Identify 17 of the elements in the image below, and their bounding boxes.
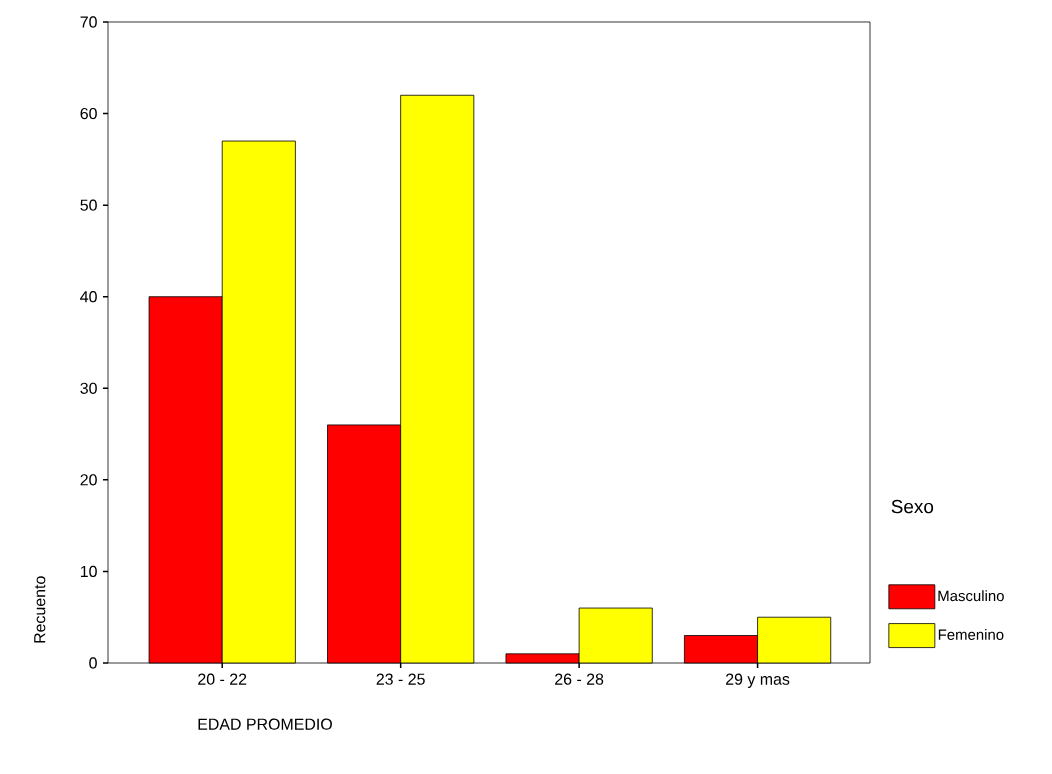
y-tick-label: 30: [80, 382, 97, 394]
y-tick-label: 50: [80, 199, 97, 211]
x-tick-label: 29 y mas: [726, 673, 790, 688]
y-tick-label: 60: [80, 107, 97, 120]
legend-title: Sexo: [891, 499, 934, 514]
y-axis-title: Recuento: [34, 576, 46, 643]
y-tick-label: 10: [80, 565, 97, 578]
legend-label: Femenino: [938, 628, 1004, 640]
y-tick-label: 0: [89, 657, 97, 669]
y-tick-label: 40: [80, 291, 97, 303]
legend-label: Masculino: [938, 590, 1004, 602]
x-tick-label: 20 - 22: [198, 673, 247, 685]
x-axis-title: EDAD PROMEDIO: [198, 718, 332, 730]
y-tick-label: 70: [80, 16, 97, 28]
y-tick-label: 20: [80, 474, 97, 486]
x-tick-label: 26 - 28: [555, 673, 604, 685]
x-tick-label: 23 - 25: [376, 673, 425, 685]
